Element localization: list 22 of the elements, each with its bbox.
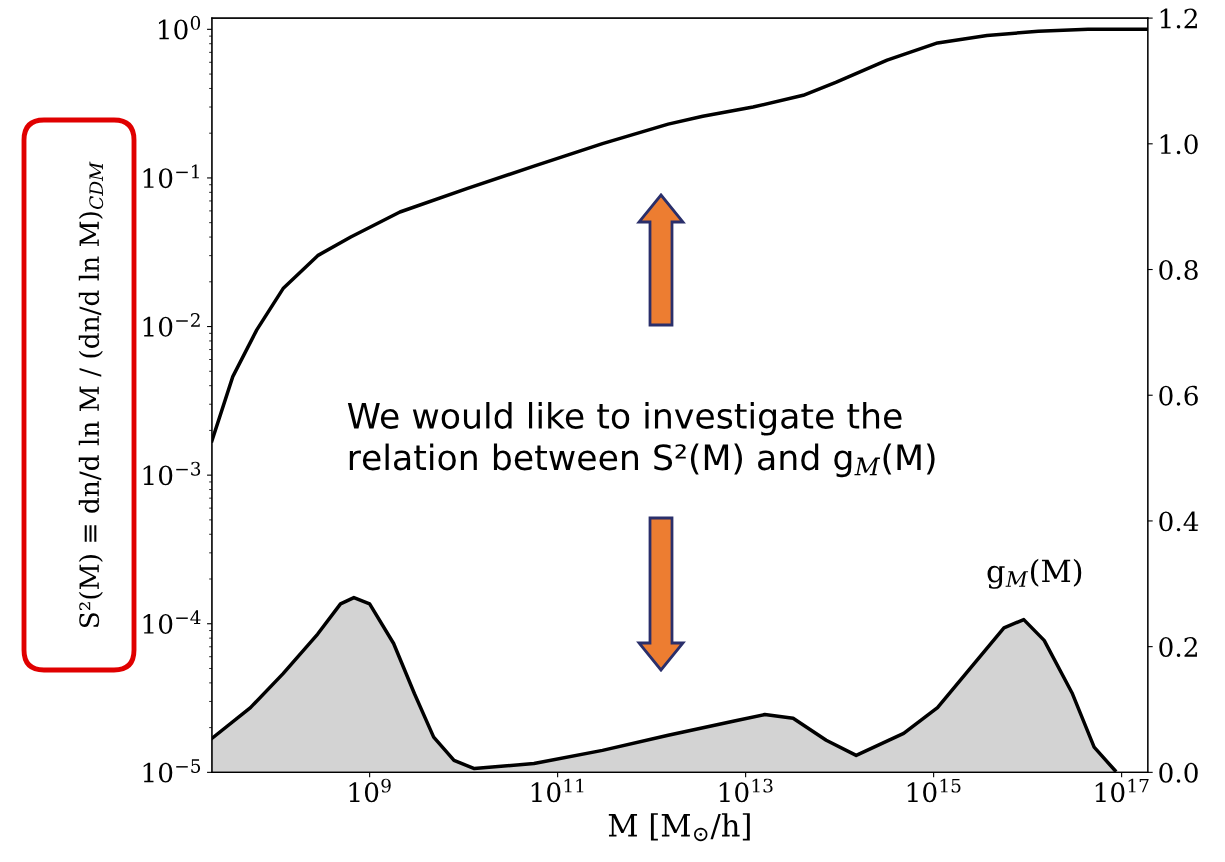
x-tick-label: 10$^{13}$ [719,778,773,803]
x-axis-title: M [M$_{⊙}$/h] [608,813,750,842]
y-tick-label: 10$^{−1}$ [143,164,199,189]
y-tick-label: 10$^{−3}$ [143,461,201,486]
y2-tick-label: 0.8 [1159,259,1198,280]
x-tick-label: 10$^{15}$ [907,778,961,803]
series-label: g$_{M}$(M) [987,558,1082,589]
y2-tick-label: 0.6 [1159,385,1198,406]
y2-tick-label: 1.2 [1160,8,1197,29]
y-tick-label: 10$^{−4}$ [143,610,201,634]
annotation: We would like to investigate the relation between S²(M) and g$_{M}$(M) [347,402,935,478]
y2-tick-label: 1.0 [1160,134,1198,155]
y2-tick-label: 0.2 [1159,637,1197,658]
x-tick-label: 10$^{9}$ [349,778,391,803]
x-tick-label: 10$^{11}$ [531,778,584,803]
x-tick-label: 10$^{17}$ [1095,778,1149,803]
y-tick-label: 10$^{0}$ [158,15,201,40]
y-tick-label: 10$^{−2}$ [143,313,200,337]
y2-tick-label: 0.0 [1159,762,1198,783]
y2-tick-label: 0.4 [1159,511,1199,532]
y-tick-label: 10$^{−5}$ [143,759,201,783]
y-axis-title: S²(M) ≡ dn/d ln M / (dn/d ln M)$_{CDM}$ [78,161,104,628]
